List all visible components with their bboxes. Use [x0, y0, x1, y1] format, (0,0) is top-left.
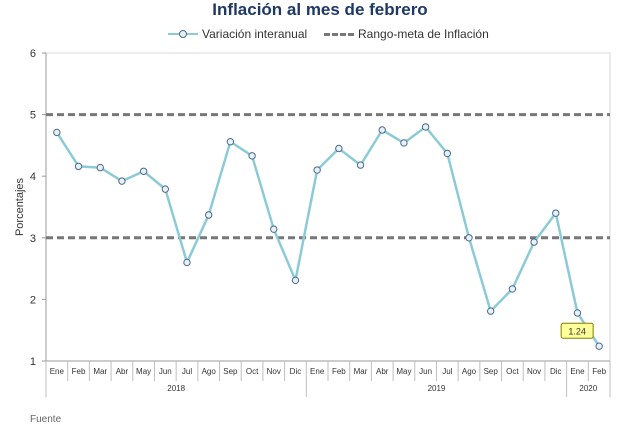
data-point	[118, 177, 126, 185]
x-tick-label: Sep	[223, 367, 238, 376]
data-point	[183, 258, 191, 267]
chart-title: Inflación al mes de febrero	[212, 0, 428, 19]
x-tick-label: Nov	[527, 367, 541, 376]
x-tick-label: Oct	[506, 367, 519, 376]
legend-label-variacion: Variación interanual	[202, 27, 308, 41]
x-tick-label: Dic	[550, 367, 562, 376]
data-point	[335, 144, 343, 153]
data-point	[74, 162, 83, 171]
legend-item-variacion: Variación interanual	[168, 27, 307, 41]
x-tick-label: Jun	[159, 367, 172, 376]
data-point	[270, 225, 278, 233]
data-point	[573, 309, 582, 317]
y-tick-label: 5	[30, 110, 36, 122]
x-tick-label: Jul	[182, 367, 192, 376]
data-point	[378, 126, 386, 134]
data-point	[465, 234, 473, 242]
x-tick-label: Ago	[202, 367, 217, 376]
x-tick-label: Mar	[354, 367, 368, 376]
legend-item-rango-meta: Rango-meta de Inflación	[324, 27, 489, 41]
x-tick-label: Oct	[246, 367, 259, 376]
line-marker-swatch-icon	[168, 28, 198, 40]
x-tick-label: Dic	[290, 367, 302, 376]
y-tick-label: 2	[30, 294, 36, 306]
x-tick-label: Ene	[570, 367, 585, 376]
y-axis-title: Porcentajes	[14, 177, 26, 236]
x-tick-label: Abr	[376, 367, 389, 376]
data-point	[400, 139, 408, 147]
data-point	[443, 149, 452, 158]
x-tick-label: Ene	[50, 367, 65, 376]
data-point	[356, 161, 365, 169]
plot-area-frame	[45, 52, 611, 362]
x-tick-label: Ago	[462, 367, 477, 376]
dashed-line-swatch-icon	[324, 28, 354, 40]
data-point	[161, 185, 170, 193]
year-group-label: 2020	[579, 384, 597, 393]
data-point	[291, 276, 300, 285]
legend: Variación interanual Rango-meta de Infla…	[0, 27, 640, 45]
year-group-label: 2019	[428, 384, 446, 393]
data-point	[552, 209, 560, 217]
data-point	[421, 123, 430, 131]
x-tick-label: Jun	[419, 367, 432, 376]
x-tick-label: May	[396, 367, 411, 376]
data-point	[53, 128, 61, 137]
x-tick-label: Feb	[592, 367, 606, 376]
data-point	[248, 152, 256, 160]
data-point	[204, 211, 213, 219]
data-point	[139, 167, 148, 175]
x-tick-label: Jul	[442, 367, 452, 376]
legend-label-rango-meta: Rango-meta de Inflación	[358, 27, 489, 41]
data-point	[96, 163, 104, 172]
annotation-label: 1.24	[568, 327, 586, 337]
source-footer: Fuente	[30, 414, 62, 425]
data-point	[486, 307, 495, 315]
data-point	[313, 166, 321, 174]
series-line-variacion	[55, 125, 601, 347]
data-point	[508, 285, 517, 293]
x-tick-label: Nov	[267, 367, 281, 376]
data-point	[595, 342, 603, 350]
data-point	[530, 238, 538, 246]
x-tick-label: May	[136, 367, 151, 376]
y-tick-label: 4	[30, 171, 36, 183]
y-tick-label: 3	[30, 233, 36, 245]
y-tick-label: 6	[30, 48, 36, 60]
x-tick-label: Sep	[484, 367, 499, 376]
x-tick-label: Mar	[93, 367, 107, 376]
y-tick-label: 1	[30, 356, 36, 368]
x-tick-label: Abr	[116, 367, 129, 376]
x-tick-label: Feb	[72, 367, 86, 376]
year-group-label: 2018	[167, 384, 185, 393]
x-tick-label: Feb	[332, 367, 346, 376]
annotation-box	[560, 322, 594, 339]
data-point	[226, 138, 235, 146]
x-tick-label: Ene	[310, 367, 325, 376]
